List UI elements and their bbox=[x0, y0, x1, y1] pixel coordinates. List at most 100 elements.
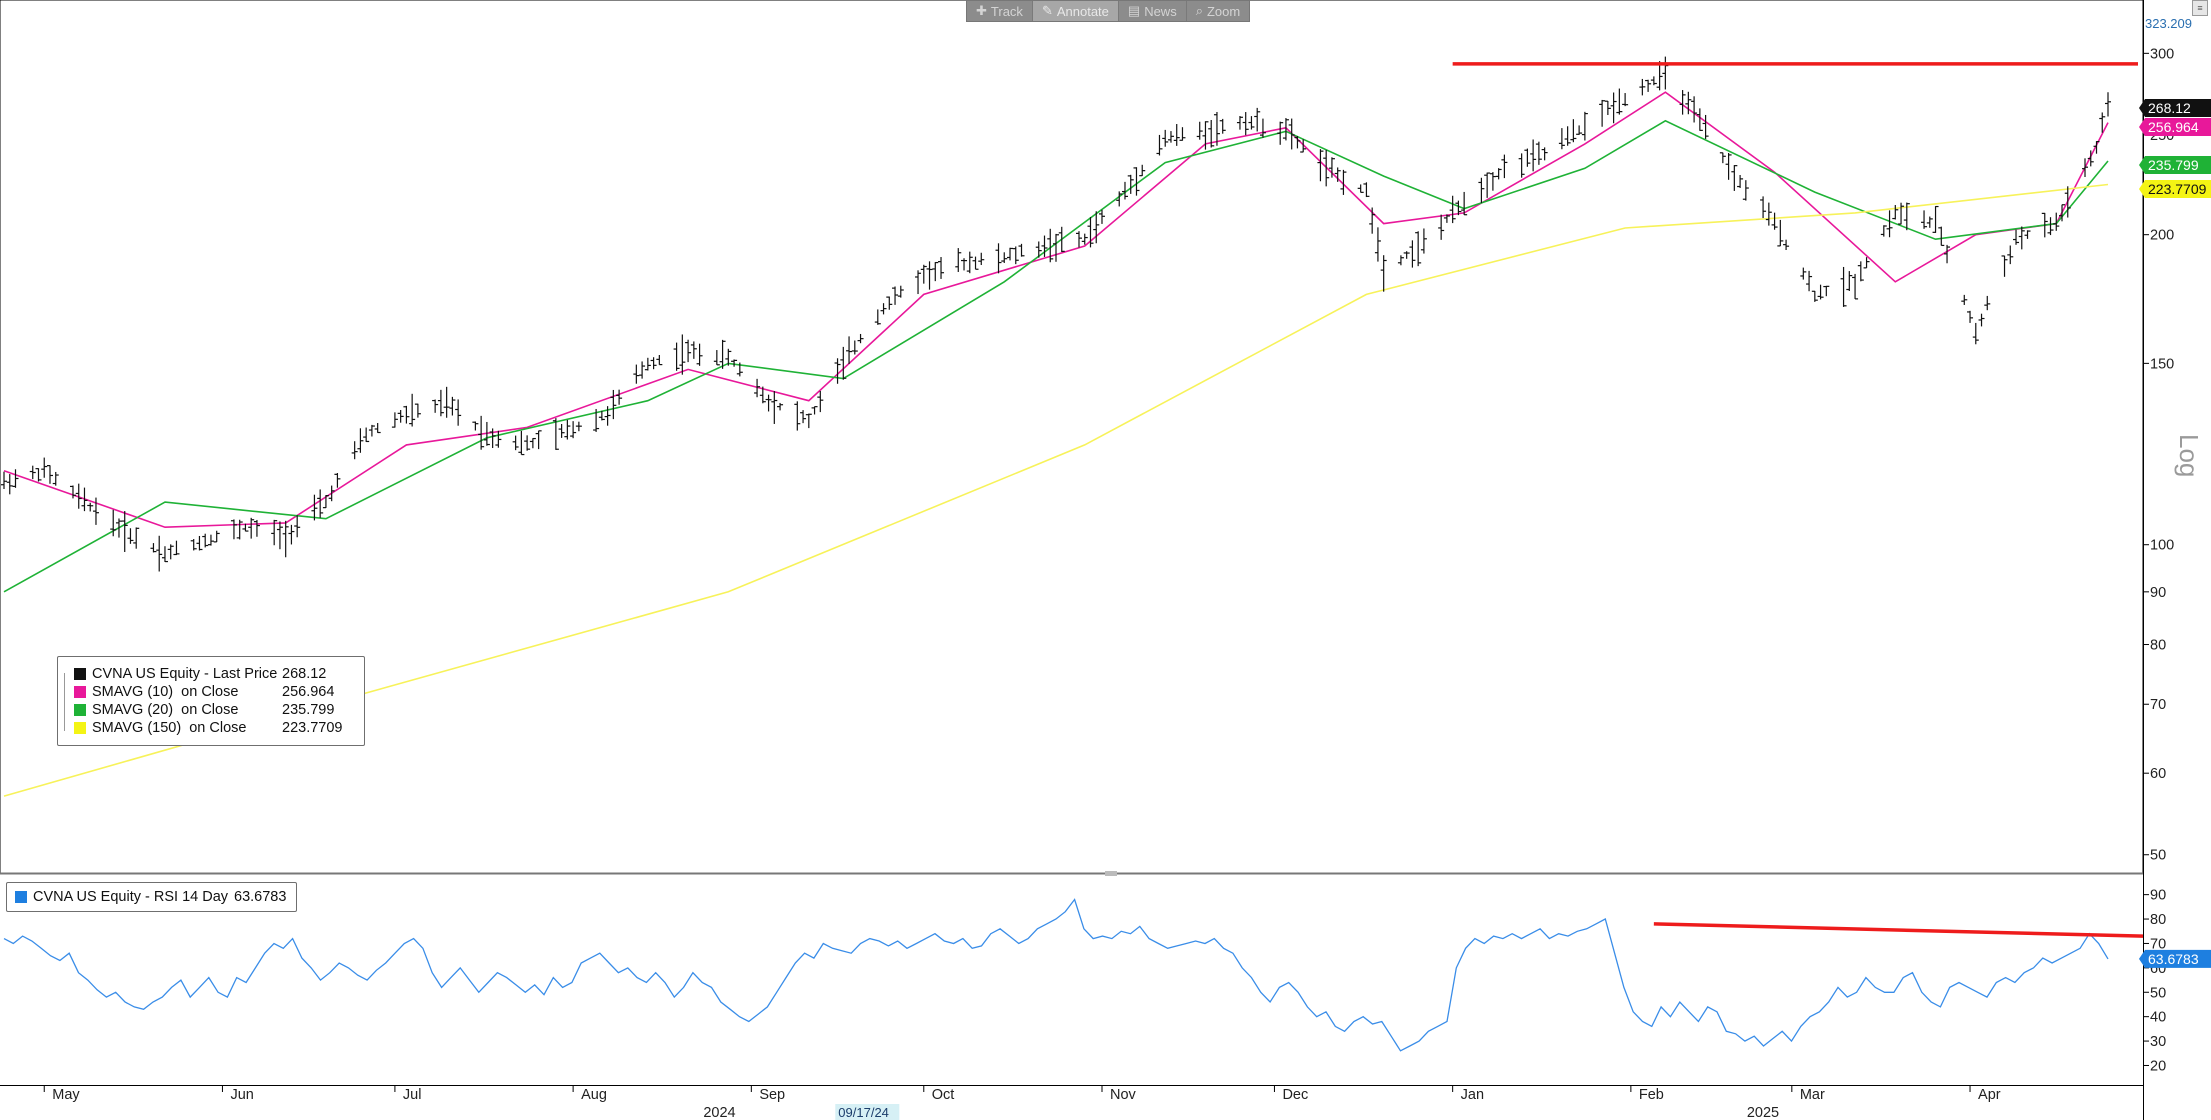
ohlc-bar bbox=[2053, 212, 2060, 231]
ohlc-bar bbox=[1581, 111, 1588, 141]
annotate-button[interactable]: ✎ Annotate bbox=[1032, 1, 1119, 21]
ohlc-bar bbox=[857, 333, 864, 344]
ohlc-bar bbox=[1340, 169, 1347, 195]
ohlc-bar bbox=[1093, 211, 1100, 244]
ohlc-bar bbox=[1409, 240, 1416, 268]
ohlc-bar bbox=[1455, 200, 1462, 216]
price-tick-label: 90 bbox=[2150, 585, 2166, 601]
ohlc-bar bbox=[1300, 139, 1307, 153]
ohlc-bar bbox=[46, 465, 53, 484]
ohlc-bar bbox=[1765, 202, 1772, 226]
zoom-button[interactable]: ⌕ Zoom bbox=[1187, 1, 1250, 21]
legend-tree-line bbox=[64, 673, 71, 731]
ohlc-bar bbox=[1236, 116, 1243, 130]
month-label: Feb bbox=[1639, 1087, 1664, 1103]
ohlc-bar bbox=[1420, 228, 1427, 254]
ohlc-bar bbox=[1288, 118, 1295, 150]
rsi-tick-label: 80 bbox=[2150, 912, 2166, 928]
ohlc-bar bbox=[1903, 202, 1910, 231]
ohlc-bar bbox=[834, 358, 841, 384]
ohlc-bar bbox=[1254, 107, 1261, 132]
month-label: Oct bbox=[932, 1087, 955, 1103]
ohlc-bar bbox=[1357, 184, 1364, 193]
legend-label: SMAVG (10) on Close bbox=[92, 684, 239, 700]
ohlc-bar bbox=[1518, 153, 1525, 178]
ohlc-bar bbox=[719, 339, 726, 369]
ohlc-bar bbox=[127, 528, 134, 544]
ohlc-bar bbox=[1926, 216, 1933, 228]
ohlc-bar bbox=[167, 544, 174, 560]
ohlc-bar bbox=[397, 410, 404, 423]
magnifier-icon: ⌕ bbox=[1195, 3, 1203, 18]
ohlc-bar bbox=[52, 471, 59, 486]
news-button[interactable]: ▤ News bbox=[1119, 1, 1187, 21]
ohlc-bar bbox=[920, 264, 927, 284]
rsi-legend[interactable]: CVNA US Equity - RSI 14 Day 63.6783 bbox=[6, 882, 298, 912]
ohlc-bar bbox=[2024, 230, 2031, 239]
ohlc-bar bbox=[1530, 139, 1537, 172]
rsi-trend-line bbox=[1653, 922, 2144, 938]
ohlc-bar bbox=[1616, 88, 1623, 115]
ohlc-bar bbox=[1116, 191, 1123, 207]
ohlc-bar bbox=[598, 410, 605, 421]
ohlc-bar bbox=[1001, 252, 1008, 263]
ohlc-bar bbox=[1622, 93, 1629, 107]
ohlc-bar bbox=[1967, 310, 1974, 323]
ohlc-bar bbox=[754, 378, 761, 398]
rsi-tick-label: 90 bbox=[2150, 888, 2166, 904]
ohlc-bar bbox=[334, 472, 341, 488]
ohlc-bar bbox=[1880, 225, 1887, 237]
price-legend[interactable]: CVNA US Equity - Last Price 268.12 SMAVG… bbox=[57, 656, 365, 746]
news-icon: ▤ bbox=[1127, 3, 1141, 18]
rsi-legend-value: 63.6783 bbox=[234, 889, 287, 905]
price-tick-label: 200 bbox=[2150, 228, 2174, 244]
ohlc-bar bbox=[276, 521, 283, 550]
ohlc-bar bbox=[1978, 313, 1985, 327]
price-tick-label: 300 bbox=[2150, 46, 2174, 62]
ohlc-bar bbox=[81, 487, 88, 512]
panel-resize-handle bbox=[1105, 871, 1117, 876]
panel-menu-icon[interactable]: ≡ bbox=[2192, 0, 2208, 16]
ohlc-bar bbox=[1857, 261, 1864, 282]
ohlc-bar bbox=[1133, 167, 1140, 196]
ohlc-bar bbox=[759, 386, 766, 404]
ohlc-bar bbox=[110, 509, 117, 537]
price-tag-label: 268.12 bbox=[2148, 100, 2191, 116]
ohlc-bar bbox=[1415, 231, 1422, 267]
track-button[interactable]: ✚ Track bbox=[967, 1, 1033, 21]
ohlc-bar bbox=[1863, 257, 1870, 269]
ohlc-bar bbox=[1524, 148, 1531, 167]
ohlc-bar bbox=[995, 243, 1002, 274]
ohlc-bar bbox=[230, 519, 237, 540]
ohlc-bar bbox=[282, 520, 289, 558]
ohlc-bar bbox=[610, 389, 617, 420]
ohlc-bar bbox=[242, 523, 249, 532]
ohlc-bar bbox=[351, 441, 358, 460]
price-tag-pointer-1 bbox=[2139, 118, 2145, 136]
ohlc-bar bbox=[886, 296, 893, 310]
legend-value: 256.964 bbox=[282, 684, 335, 700]
year-label: 2024 bbox=[703, 1105, 735, 1120]
ohlc-bar bbox=[2018, 226, 2025, 250]
legend-swatch-rsi bbox=[15, 891, 27, 903]
ohlc-bar bbox=[190, 539, 197, 551]
ohlc-bar bbox=[156, 535, 163, 572]
ohlc-bar bbox=[1892, 205, 1899, 220]
ohlc-bar bbox=[328, 485, 335, 502]
ohlc-bar bbox=[1438, 214, 1445, 240]
ohlc-bar bbox=[840, 346, 847, 380]
ohlc-bar bbox=[432, 399, 439, 413]
legend-swatch-sma150 bbox=[74, 722, 86, 734]
legend-value: 223.7709 bbox=[282, 720, 343, 736]
ohlc-bar bbox=[1449, 195, 1456, 224]
ohlc-bar bbox=[604, 406, 611, 426]
ohlc-bar bbox=[673, 342, 680, 371]
ohlc-bar bbox=[1035, 241, 1042, 258]
ohlc-bar bbox=[1162, 129, 1169, 147]
ohlc-bar bbox=[133, 527, 140, 549]
legend-value: 235.799 bbox=[282, 702, 335, 718]
month-label: Dec bbox=[1282, 1087, 1308, 1103]
ohlc-bar bbox=[535, 430, 542, 450]
ohlc-bar bbox=[1478, 177, 1485, 204]
